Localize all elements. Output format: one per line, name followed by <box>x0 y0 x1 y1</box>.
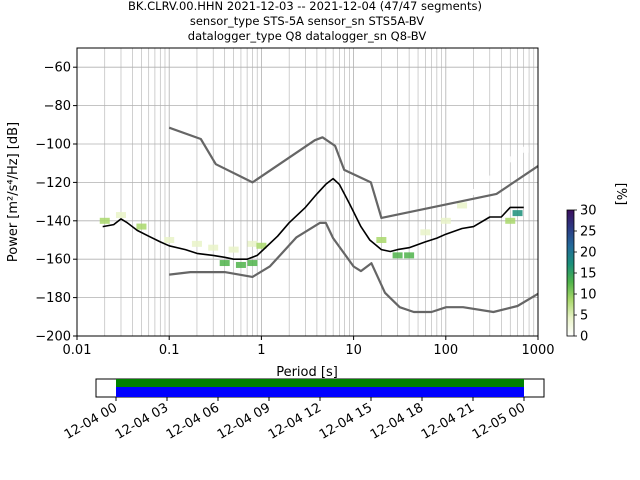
series-low-noise-model <box>169 221 539 314</box>
density-cell <box>208 244 219 251</box>
density-cell <box>99 217 110 224</box>
density-cell <box>484 175 495 182</box>
y-axis-label: Power [m²/s⁴/Hz] [dB] <box>6 122 21 262</box>
timeline-tick-label: 12-04 18 <box>368 400 426 442</box>
timeline-tick-label: 12-04 00 <box>62 400 120 442</box>
coverage-available-data <box>116 379 524 387</box>
colorbar-fill <box>567 210 574 336</box>
colorbar-tick-label: 15 <box>580 267 597 282</box>
x-tick-label: 1000 <box>521 343 554 358</box>
timeline-tick-label: 12-04 21 <box>419 400 477 442</box>
timeline-tick-label: 12-04 15 <box>317 400 375 442</box>
x-tick-label: 10 <box>345 343 362 358</box>
density-cell <box>247 240 258 247</box>
colorbar-tick-label: 5 <box>580 309 588 324</box>
density-cell <box>512 210 523 217</box>
series-mode <box>102 177 524 261</box>
plot-frame <box>76 47 539 337</box>
timeline-tick-label: 12-04 09 <box>215 400 273 442</box>
colorbar: 0 5 10 15 20 25 30 [%] <box>566 183 628 345</box>
title-line-2: sensor_type STS-5A sensor_sn STS5A-BV <box>190 14 424 28</box>
timeline-tick-label: 12-05 00 <box>470 400 528 442</box>
y-tick-label: −60 <box>44 61 71 76</box>
ppsd-plot: 0.01 0.1 1 10 100 1000 −200 −180 −160 −140 −120 −1… <box>6 47 555 380</box>
x-tick-label: 0.1 <box>159 343 180 358</box>
density-cell <box>392 252 403 259</box>
y-tick-label: −100 <box>35 138 71 153</box>
y-tick-label: −160 <box>35 253 71 268</box>
colorbar-tick-label: 0 <box>580 330 588 345</box>
density-cell <box>420 229 431 236</box>
timeline-tick-label: 12-04 06 <box>164 400 222 442</box>
x-tick-label: 0.01 <box>63 343 92 358</box>
density-cell <box>457 202 468 209</box>
title-line-1: BK.CLRV.00.HHN 2021-12-03 -- 2021-12-04 … <box>128 0 482 13</box>
colorbar-tick-label: 20 <box>580 246 597 261</box>
y-tick-label: −140 <box>35 214 71 229</box>
x-axis-ticks: 0.01 0.1 1 10 100 1000 <box>63 336 555 358</box>
coverage-processed-segments <box>116 387 524 397</box>
timeline-tick-label: 12-04 12 <box>266 400 324 442</box>
y-tick-label: −80 <box>44 99 71 114</box>
density-cell <box>505 217 516 224</box>
density-cell <box>235 261 246 268</box>
x-tick-label: 100 <box>433 343 458 358</box>
density-cell <box>136 223 147 230</box>
density-cell <box>404 252 415 259</box>
x-axis-label: Period [s] <box>276 365 338 380</box>
density-cell <box>505 156 516 163</box>
colorbar-label: [%] <box>613 183 628 206</box>
timeline-tick-label: 12-04 03 <box>113 400 171 442</box>
grid <box>76 48 538 337</box>
density-cell <box>247 260 258 267</box>
y-tick-label: −200 <box>35 330 71 345</box>
density-cell <box>228 246 239 253</box>
colorbar-ticks: 0 5 10 15 20 25 30 <box>574 204 597 345</box>
title-line-3: datalogger_type Q8 datalogger_sn Q8-BV <box>188 29 427 43</box>
colorbar-tick-label: 30 <box>580 204 597 219</box>
plot-area <box>77 48 538 336</box>
density-cell <box>191 240 202 247</box>
series-lines <box>102 126 539 314</box>
y-tick-label: −180 <box>35 291 71 306</box>
density-cell <box>219 260 230 267</box>
density-cell <box>115 212 126 219</box>
colorbar-tick-label: 25 <box>580 225 597 240</box>
y-tick-label: −120 <box>35 176 71 191</box>
density-cell <box>164 237 175 243</box>
density-cell <box>376 237 387 243</box>
density-cell <box>468 189 479 195</box>
coverage-bars <box>116 379 524 397</box>
y-axis-ticks: −200 −180 −160 −140 −120 −100 −80 −60 <box>35 61 77 345</box>
density-cell <box>440 217 451 224</box>
x-tick-label: 1 <box>257 343 265 358</box>
density-cell <box>518 146 529 153</box>
series-high-noise-model <box>168 126 539 219</box>
colorbar-tick-label: 10 <box>580 288 597 303</box>
density-cell <box>256 242 267 249</box>
probability-density <box>99 146 529 268</box>
figure-title: BK.CLRV.00.HHN 2021-12-03 -- 2021-12-04 … <box>128 0 482 43</box>
